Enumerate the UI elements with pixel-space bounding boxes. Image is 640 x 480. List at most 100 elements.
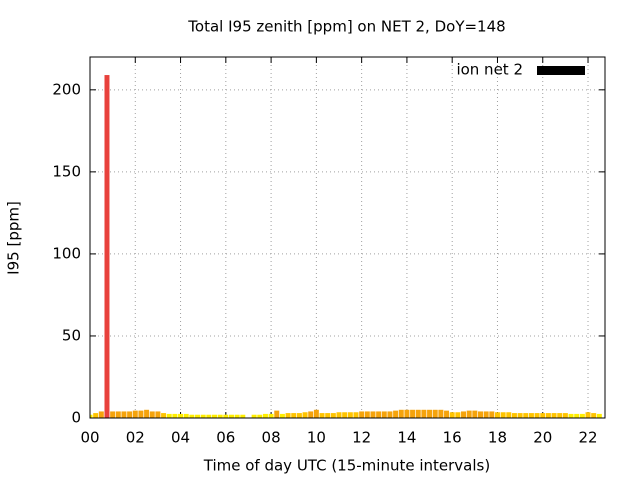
bar: [523, 413, 529, 418]
bar: [90, 414, 93, 418]
bar: [132, 410, 138, 418]
bar: [376, 411, 382, 418]
x-tick-label: 08: [262, 429, 281, 447]
legend-key: [537, 66, 585, 75]
bar: [166, 413, 172, 418]
bar: [161, 413, 167, 418]
chart-title: Total I95 zenith [ppm] on NET 2, DoY=148: [187, 18, 505, 36]
bar: [427, 409, 433, 418]
bar: [562, 413, 568, 418]
bar: [336, 412, 342, 418]
bar: [461, 411, 467, 418]
bar: [172, 413, 178, 418]
bar: [528, 413, 534, 418]
bar: [149, 411, 155, 418]
bar: [466, 410, 472, 418]
y-tick-label: 100: [52, 244, 81, 262]
bar: [234, 414, 240, 418]
bar: [138, 410, 144, 418]
bar: [330, 413, 336, 418]
bar: [308, 411, 314, 418]
bar: [494, 412, 500, 418]
bar: [279, 413, 285, 418]
x-tick-label: 14: [397, 429, 416, 447]
bar: [404, 409, 410, 418]
bar: [353, 412, 359, 418]
y-tick-label: 200: [52, 80, 81, 98]
bar: [387, 411, 393, 418]
bar: [364, 411, 370, 418]
bar: [313, 409, 319, 418]
bar: [93, 413, 99, 418]
x-axis-label: Time of day UTC (15-minute intervals): [203, 457, 490, 475]
plot-border: [89, 56, 606, 419]
x-tick-label: 22: [578, 429, 597, 447]
bar: [110, 411, 116, 418]
bar: [568, 413, 574, 418]
bar: [342, 412, 348, 418]
bar: [127, 411, 133, 418]
bar: [223, 414, 229, 418]
bar: [121, 411, 127, 418]
bar: [579, 413, 585, 418]
bar: [302, 412, 308, 418]
bar: [189, 414, 195, 418]
bar: [257, 414, 263, 418]
bar: [545, 413, 551, 418]
bar: [438, 409, 444, 418]
bar: [195, 414, 201, 418]
bar: [489, 411, 495, 418]
bar: [325, 413, 331, 418]
bar: [268, 413, 274, 418]
bar: [410, 409, 416, 418]
bar: [274, 410, 280, 418]
bar: [381, 411, 387, 418]
bar: [517, 413, 523, 418]
bar: [500, 412, 506, 418]
bar: [444, 410, 450, 418]
bar: [228, 414, 234, 418]
bar: [347, 412, 353, 418]
x-tick-label: 20: [533, 429, 552, 447]
bar: [115, 411, 121, 418]
x-tick-label: 16: [443, 429, 462, 447]
bar: [506, 412, 512, 418]
bar: [393, 410, 399, 418]
bar: [511, 413, 517, 418]
x-tick-label: 12: [352, 429, 371, 447]
bar: [359, 411, 365, 418]
bar: [178, 413, 184, 418]
bar: [596, 413, 602, 418]
bar: [155, 411, 161, 418]
bar: [585, 412, 591, 418]
bar: [183, 413, 189, 418]
y-tick-label: 50: [62, 326, 81, 344]
bar: [398, 409, 404, 418]
bar: [540, 413, 546, 418]
bar: [370, 411, 376, 418]
legend-label: ion net 2: [456, 61, 523, 79]
bar: [483, 411, 489, 418]
bar: [262, 413, 268, 418]
bar: [551, 413, 557, 418]
bar: [415, 409, 421, 418]
bar: [319, 413, 325, 418]
y-tick-label: 0: [71, 409, 81, 427]
bar: [472, 410, 478, 418]
bar: [104, 75, 110, 419]
bar: [251, 414, 257, 418]
bar: [200, 414, 206, 418]
y-tick-label: 150: [52, 162, 81, 180]
bar: [455, 412, 461, 418]
bar: [291, 413, 297, 418]
y-axis-label: I95 [ppm]: [5, 201, 23, 275]
bar: [240, 414, 246, 418]
bar: [432, 409, 438, 418]
bar: [285, 413, 291, 418]
bar: [296, 413, 302, 418]
bar: [212, 414, 217, 418]
bar: [98, 411, 104, 418]
bar: [144, 409, 150, 418]
x-tick-label: 10: [307, 429, 326, 447]
